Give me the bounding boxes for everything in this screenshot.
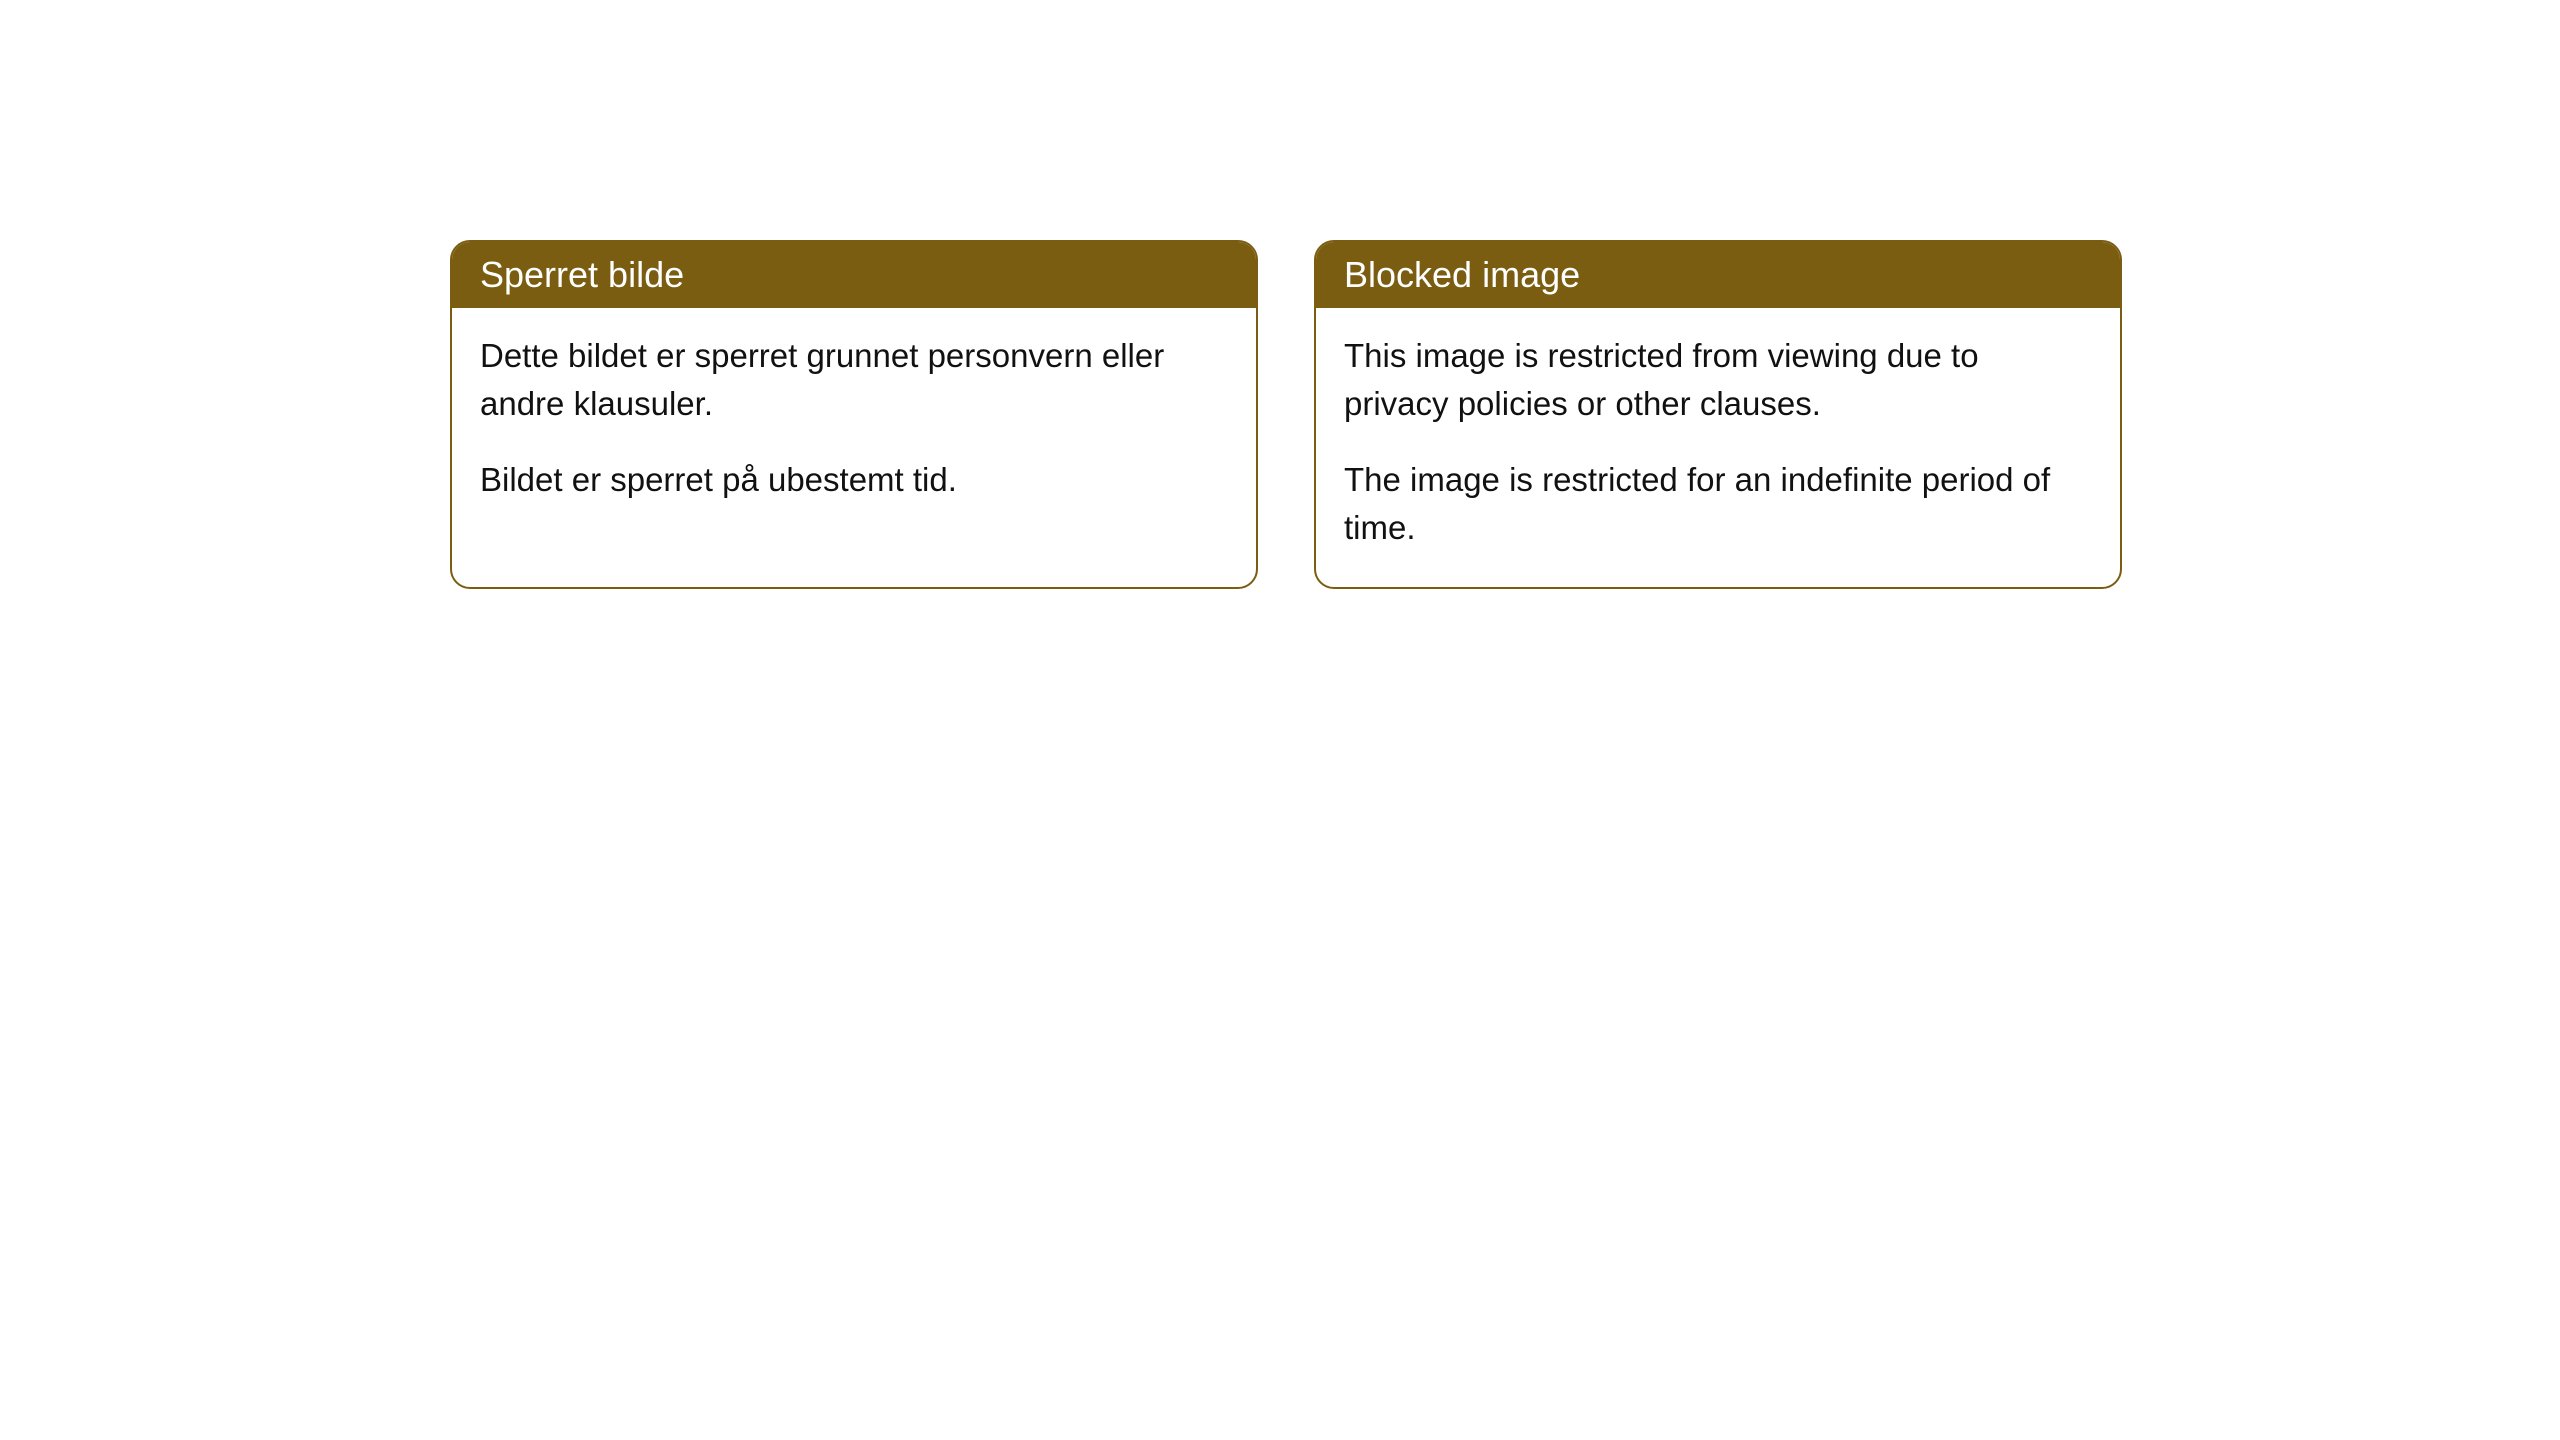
card-paragraph: The image is restricted for an indefinit…: [1344, 456, 2092, 552]
blocked-image-card-en: Blocked image This image is restricted f…: [1314, 240, 2122, 589]
card-title: Sperret bilde: [480, 254, 684, 295]
blocked-image-card-no: Sperret bilde Dette bildet er sperret gr…: [450, 240, 1258, 589]
card-paragraph: Bildet er sperret på ubestemt tid.: [480, 456, 1228, 504]
card-title: Blocked image: [1344, 254, 1580, 295]
card-paragraph: This image is restricted from viewing du…: [1344, 332, 2092, 428]
card-paragraph: Dette bildet er sperret grunnet personve…: [480, 332, 1228, 428]
card-body: This image is restricted from viewing du…: [1316, 308, 2120, 587]
notice-cards-container: Sperret bilde Dette bildet er sperret gr…: [0, 0, 2560, 589]
card-header: Blocked image: [1316, 242, 2120, 308]
card-body: Dette bildet er sperret grunnet personve…: [452, 308, 1256, 540]
card-header: Sperret bilde: [452, 242, 1256, 308]
